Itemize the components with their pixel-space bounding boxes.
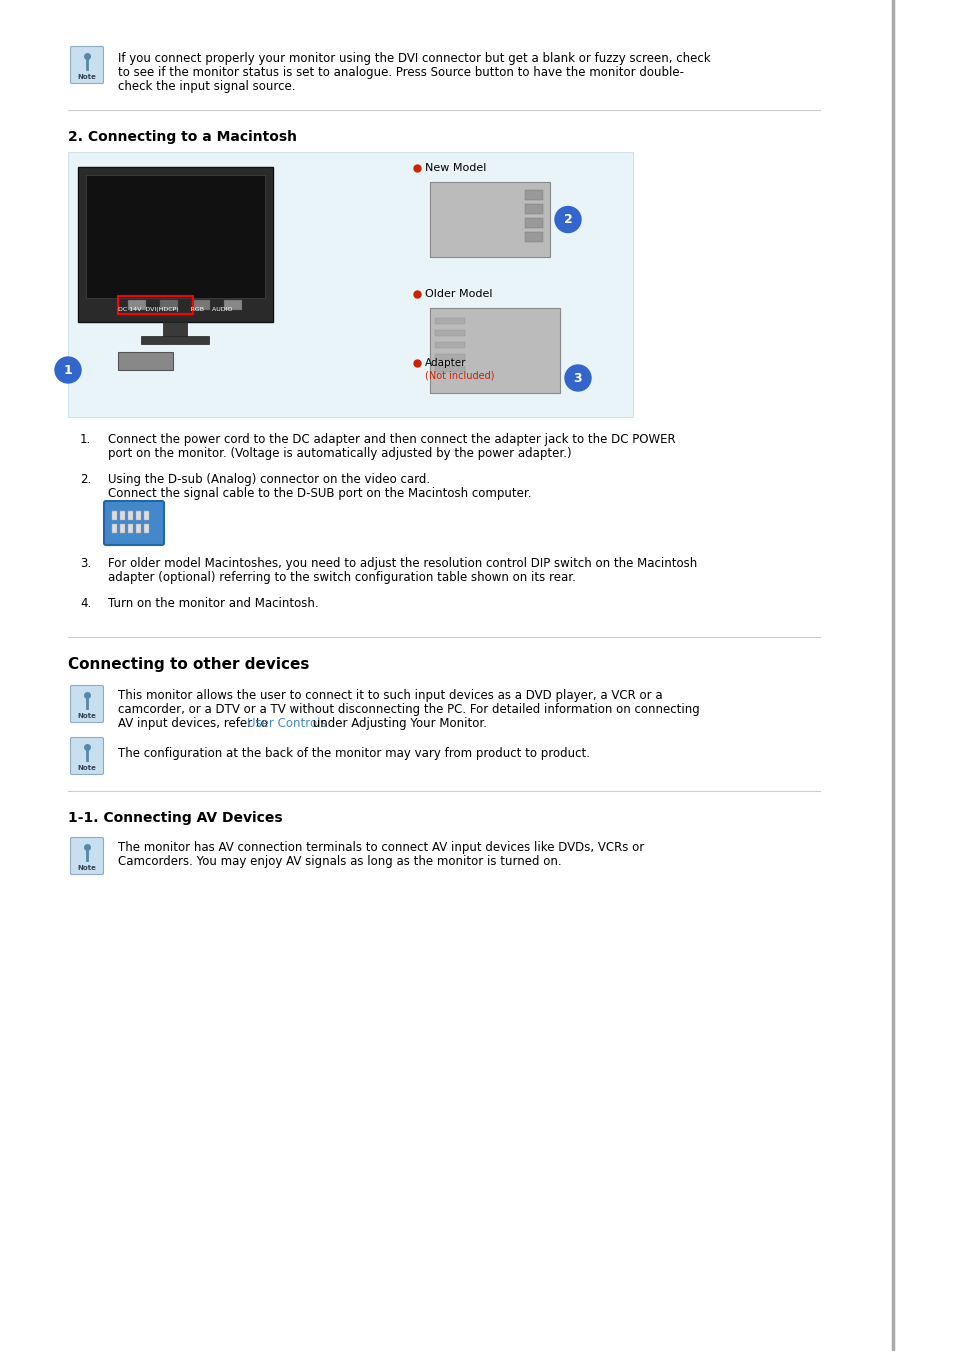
FancyBboxPatch shape <box>71 685 103 723</box>
FancyBboxPatch shape <box>71 738 103 774</box>
Text: User Controls: User Controls <box>247 717 326 730</box>
Text: Connect the signal cable to the D-SUB port on the Macintosh computer.: Connect the signal cable to the D-SUB po… <box>108 486 531 500</box>
Text: 3.: 3. <box>80 557 91 570</box>
Bar <box>78 168 273 322</box>
Text: Camcorders. You may enjoy AV signals as long as the monitor is turned on.: Camcorders. You may enjoy AV signals as … <box>118 855 561 867</box>
Text: Note: Note <box>77 74 96 80</box>
Text: under Adjusting Your Monitor.: under Adjusting Your Monitor. <box>309 717 487 730</box>
Text: 1: 1 <box>64 363 72 377</box>
Bar <box>435 330 464 336</box>
Bar <box>128 524 132 534</box>
Circle shape <box>564 365 590 390</box>
Text: 4.: 4. <box>80 597 91 611</box>
Text: The monitor has AV connection terminals to connect AV input devices like DVDs, V: The monitor has AV connection terminals … <box>118 842 643 854</box>
Text: Using the D-sub (Analog) connector on the video card.: Using the D-sub (Analog) connector on th… <box>108 473 430 486</box>
Bar <box>118 353 172 370</box>
Bar <box>86 176 265 299</box>
Bar <box>128 511 132 520</box>
Bar <box>524 232 542 242</box>
Bar <box>118 296 193 313</box>
Bar <box>192 300 210 309</box>
Bar <box>224 300 242 309</box>
Bar <box>163 322 188 340</box>
Bar <box>136 524 141 534</box>
Text: 2: 2 <box>563 213 572 226</box>
Text: AV input devices, refer to: AV input devices, refer to <box>118 717 272 730</box>
Text: If you connect properly your monitor using the DVI connector but get a blank or : If you connect properly your monitor usi… <box>118 51 710 65</box>
Text: DC 14V  DVI(HDCP)      RGB    AUDIO: DC 14V DVI(HDCP) RGB AUDIO <box>118 307 233 312</box>
FancyBboxPatch shape <box>104 501 164 544</box>
Bar <box>141 336 210 345</box>
Text: 3: 3 <box>573 372 581 385</box>
Text: Adapter: Adapter <box>424 358 466 367</box>
Text: 1-1. Connecting AV Devices: 1-1. Connecting AV Devices <box>68 811 282 825</box>
Text: This monitor allows the user to connect it to such input devices as a DVD player: This monitor allows the user to connect … <box>118 689 662 703</box>
Circle shape <box>555 207 580 232</box>
Bar <box>435 366 464 372</box>
Bar <box>120 524 125 534</box>
Text: Turn on the monitor and Macintosh.: Turn on the monitor and Macintosh. <box>108 597 318 611</box>
Bar <box>120 511 125 520</box>
Text: 2.: 2. <box>80 473 91 486</box>
Text: The configuration at the back of the monitor may vary from product to product.: The configuration at the back of the mon… <box>118 747 589 761</box>
Text: adapter (optional) referring to the switch configuration table shown on its rear: adapter (optional) referring to the swit… <box>108 571 576 584</box>
Text: (Not included): (Not included) <box>424 372 494 381</box>
Text: New Model: New Model <box>424 163 486 173</box>
Text: Note: Note <box>77 765 96 771</box>
Text: Note: Note <box>77 865 96 871</box>
Bar <box>524 190 542 200</box>
Bar <box>524 218 542 228</box>
Circle shape <box>55 357 81 382</box>
Bar <box>144 511 149 520</box>
Text: For older model Macintoshes, you need to adjust the resolution control DIP switc: For older model Macintoshes, you need to… <box>108 557 697 570</box>
FancyBboxPatch shape <box>71 46 103 84</box>
Text: Older Model: Older Model <box>424 289 492 299</box>
Bar <box>136 511 141 520</box>
Text: check the input signal source.: check the input signal source. <box>118 80 295 93</box>
Bar <box>524 204 542 213</box>
Bar <box>430 308 559 393</box>
Bar <box>112 524 117 534</box>
Bar <box>144 524 149 534</box>
Text: Note: Note <box>77 713 96 719</box>
Text: Connecting to other devices: Connecting to other devices <box>68 657 309 671</box>
Text: Connect the power cord to the DC adapter and then connect the adapter jack to th: Connect the power cord to the DC adapter… <box>108 434 675 446</box>
Text: to see if the monitor status is set to analogue. Press Source button to have the: to see if the monitor status is set to a… <box>118 66 683 78</box>
Bar <box>160 300 178 309</box>
Text: port on the monitor. (Voltage is automatically adjusted by the power adapter.): port on the monitor. (Voltage is automat… <box>108 447 571 459</box>
Text: 1.: 1. <box>80 434 91 446</box>
Bar <box>435 342 464 349</box>
FancyBboxPatch shape <box>71 838 103 874</box>
Text: 2. Connecting to a Macintosh: 2. Connecting to a Macintosh <box>68 130 296 145</box>
Bar <box>128 300 146 309</box>
Bar <box>435 317 464 324</box>
Bar <box>430 182 550 257</box>
Text: camcorder, or a DTV or a TV without disconnecting the PC. For detailed informati: camcorder, or a DTV or a TV without disc… <box>118 703 699 716</box>
Bar <box>435 354 464 359</box>
Bar <box>112 511 117 520</box>
FancyBboxPatch shape <box>68 153 633 417</box>
